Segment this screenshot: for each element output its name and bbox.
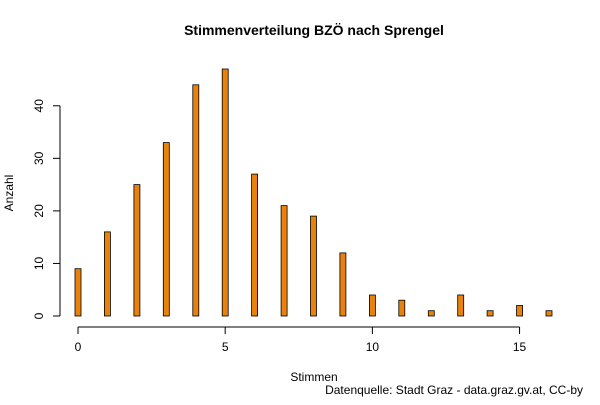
bar-8 xyxy=(310,215,317,317)
y-tick-label-30: 30 xyxy=(32,151,46,165)
y-tick-label-20: 20 xyxy=(32,204,46,218)
data-source-caption: Datenquelle: Stadt Graz - data.graz.gv.a… xyxy=(325,383,583,397)
bar-0 xyxy=(74,268,82,317)
x-axis-label: Stimmen xyxy=(290,370,337,384)
y-axis: 0 10 20 30 40 xyxy=(32,99,61,319)
bar-10 xyxy=(368,294,376,317)
y-tick-label-0: 0 xyxy=(32,312,46,319)
bar-12 xyxy=(427,310,435,317)
bar-6 xyxy=(251,173,259,317)
x-axis: 0 5 10 15 xyxy=(75,326,527,354)
x-tick-label-5: 5 xyxy=(222,340,229,354)
y-tick-label-40: 40 xyxy=(32,99,46,113)
bar-2 xyxy=(133,184,141,317)
bar-3 xyxy=(162,142,170,317)
chart-title: Stimmenverteilung BZÖ nach Sprengel xyxy=(184,22,444,38)
bar-14 xyxy=(486,310,494,317)
bar-5 xyxy=(221,68,229,317)
x-tick-label-10: 10 xyxy=(366,340,380,354)
bar-4 xyxy=(192,84,200,317)
x-tick-label-0: 0 xyxy=(75,340,82,354)
bar-1 xyxy=(104,231,111,317)
bar-16 xyxy=(545,310,553,317)
y-axis-label: Anzahl xyxy=(2,175,16,212)
y-tick-label-10: 10 xyxy=(32,256,46,270)
bar-7 xyxy=(280,205,288,317)
bars xyxy=(74,68,553,317)
bar-9 xyxy=(339,252,347,317)
x-tick-label-15: 15 xyxy=(513,340,527,354)
bar-11 xyxy=(398,299,406,317)
bar-15 xyxy=(516,305,523,317)
bar-13 xyxy=(457,294,465,317)
